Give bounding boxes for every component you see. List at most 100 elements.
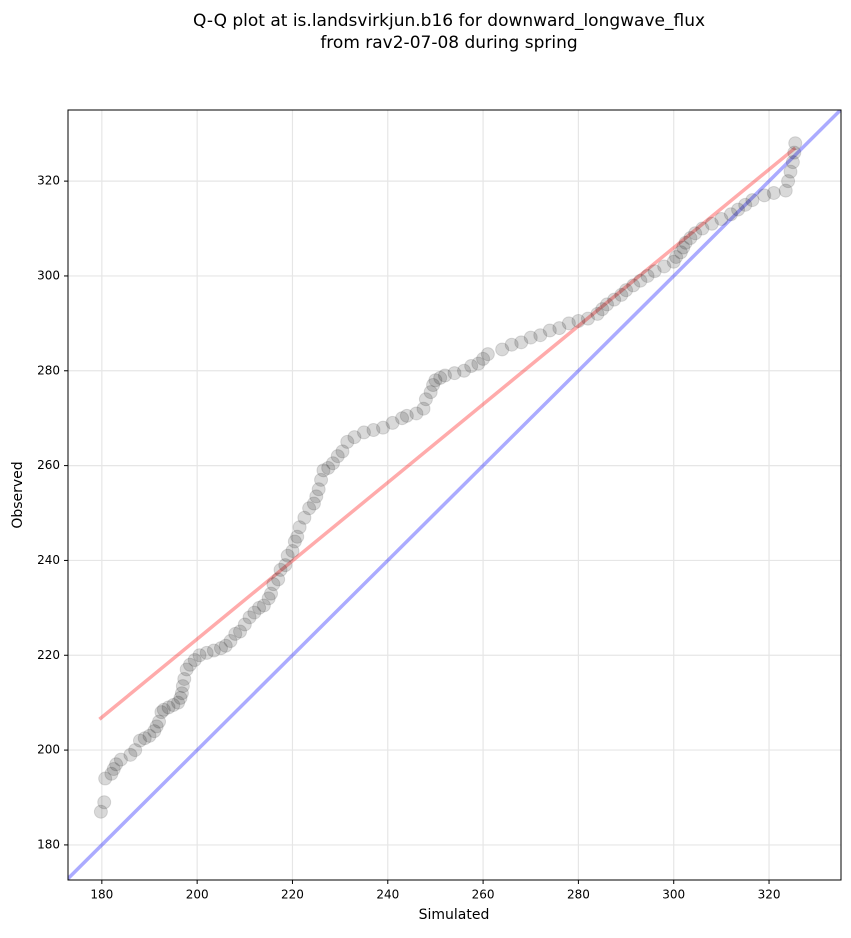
reference-line	[98, 146, 797, 721]
qq-point	[676, 240, 691, 255]
qq-point	[97, 795, 112, 810]
qq-point	[233, 624, 248, 639]
qq-point	[437, 368, 452, 383]
qq-point	[399, 408, 414, 423]
qq-point	[106, 762, 121, 777]
qq-point	[704, 216, 719, 231]
qq-point	[504, 337, 519, 352]
qq-point	[192, 648, 207, 663]
qq-point	[464, 359, 479, 374]
qq-point	[471, 356, 486, 371]
qq-point	[309, 489, 324, 504]
plot-frame	[67, 109, 842, 881]
qq-point	[626, 278, 641, 293]
qq-point	[607, 292, 622, 307]
qq-point	[666, 254, 681, 269]
qq-point	[418, 392, 433, 407]
qq-point	[123, 747, 138, 762]
qq-point	[156, 702, 171, 717]
chart-title: Q-Q plot at is.landsvirkjun.b16 for down…	[193, 11, 705, 31]
qq-point	[595, 302, 610, 317]
qq-point	[783, 164, 798, 179]
qq-point	[302, 501, 317, 516]
qq-point	[132, 733, 147, 748]
qq-point	[476, 351, 491, 366]
qq-point	[171, 695, 186, 710]
qq-point	[787, 145, 802, 160]
qq-point	[311, 482, 326, 497]
qq-point	[614, 287, 629, 302]
qq-point	[292, 520, 307, 535]
qq-point	[480, 347, 495, 362]
qq-point	[731, 202, 746, 217]
qq-point	[757, 188, 772, 203]
qq-point	[177, 671, 192, 686]
qq-point	[416, 401, 431, 416]
qq-point	[778, 183, 793, 198]
qq-point	[183, 657, 198, 672]
plot-area	[68, 110, 841, 880]
qq-point	[142, 728, 157, 743]
qq-point	[264, 586, 279, 601]
qq-point	[633, 273, 648, 288]
y-tick-label: 220	[37, 648, 60, 662]
x-tick-label: 220	[281, 888, 304, 902]
qq-point	[223, 634, 238, 649]
qq-point	[252, 600, 267, 615]
x-tick-label: 280	[567, 888, 590, 902]
qq-point	[285, 543, 300, 558]
qq-point	[571, 313, 586, 328]
y-tick-label: 200	[37, 743, 60, 757]
qq-point	[366, 423, 381, 438]
qq-point	[580, 311, 595, 326]
qq-point	[533, 328, 548, 343]
qq-point	[788, 136, 803, 151]
qq-point	[325, 456, 340, 471]
qq-point	[173, 690, 188, 705]
y-axis-label: Observed	[10, 461, 26, 528]
qq-point	[683, 231, 698, 246]
qq-point	[356, 425, 371, 440]
x-tick-label: 300	[662, 888, 685, 902]
qq-point	[561, 316, 576, 331]
x-tick-label: 320	[758, 888, 781, 902]
y-tick-label: 260	[37, 458, 60, 472]
qq-point	[174, 686, 189, 701]
qq-point	[187, 653, 202, 667]
qq-point	[266, 577, 281, 592]
qq-point	[347, 430, 362, 445]
qq-point	[228, 626, 243, 641]
qq-point	[669, 249, 684, 264]
qq-point	[673, 245, 688, 260]
qq-point	[688, 226, 703, 241]
qq-point	[657, 259, 672, 274]
qq-point	[423, 385, 438, 400]
qq-point	[335, 444, 350, 459]
qq-point	[723, 207, 738, 222]
qq-point	[426, 378, 441, 392]
qq-point	[695, 221, 710, 236]
qq-point	[179, 662, 194, 677]
qq-point	[340, 434, 355, 449]
qq-point	[316, 463, 331, 478]
qq-point	[600, 297, 615, 312]
qq-point	[128, 743, 143, 758]
qq-point	[271, 572, 286, 587]
y-tick-label: 240	[37, 553, 60, 567]
qq-point	[213, 641, 228, 656]
qq-point	[273, 562, 288, 577]
grid	[68, 110, 841, 880]
qq-point	[218, 638, 233, 653]
qq-point	[137, 731, 152, 746]
qq-point	[314, 472, 329, 487]
qq-point	[447, 366, 462, 381]
qq-point	[261, 591, 276, 606]
qq-point	[104, 766, 119, 781]
chart-title: from rav2-07-08 during spring	[320, 33, 577, 53]
qq-point	[242, 610, 257, 625]
qq-point	[376, 420, 391, 435]
qq-point	[109, 757, 124, 772]
qq-point	[552, 321, 567, 336]
qq-point	[428, 373, 443, 388]
